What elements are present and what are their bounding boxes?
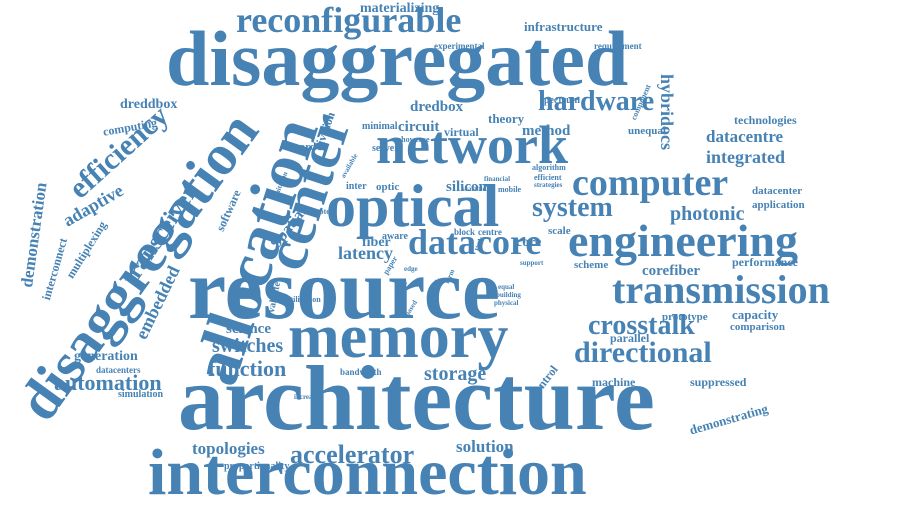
word-technologies: technologies <box>734 113 797 127</box>
word-aware: aware <box>382 231 408 242</box>
word-transmission: transmission <box>612 267 830 312</box>
word-infrastructure: infrastructure <box>524 19 603 34</box>
word-theory: theory <box>488 111 525 126</box>
word-corefiber: corefiber <box>642 263 701 279</box>
word-computer: computer <box>572 162 729 204</box>
word-memory: memory <box>288 303 509 371</box>
word-physical: physical <box>494 299 519 307</box>
word-simulation: simulation <box>118 389 164 400</box>
word-engineering: engineering <box>568 215 798 266</box>
word-science: science <box>226 321 271 337</box>
word-block: block <box>454 227 476 237</box>
word-silicon: silicon <box>446 179 487 195</box>
word-comparison: comparison <box>730 321 785 333</box>
word-inter: inter <box>346 181 367 192</box>
word-datacentre: datacentre <box>706 127 784 146</box>
word-scheme: scheme <box>574 259 609 271</box>
word-datacore: datacore <box>408 222 542 262</box>
word-datacenters: datacenters <box>96 365 141 375</box>
word-support: support <box>520 259 544 267</box>
word-switches: switches <box>212 335 284 357</box>
word-application: application <box>752 199 805 211</box>
word-topologies: topologies <box>192 439 265 458</box>
word-requirement: requirement <box>594 41 642 51</box>
word-centre: centre <box>478 227 502 237</box>
word-resource: resource <box>188 241 501 337</box>
word-core: core <box>516 235 542 250</box>
word-photonic: photonic <box>670 203 745 225</box>
word-method: method <box>522 123 571 139</box>
word-architecture: architecture <box>178 347 655 449</box>
word-function: function <box>208 356 287 381</box>
word-datacenter: datacenter <box>752 185 803 197</box>
word-directional: directional <box>574 336 712 369</box>
word-hybridocs: hybridocs <box>657 74 677 151</box>
word-materializing: materializing <box>360 1 440 16</box>
word-circuit: circuit <box>398 119 440 135</box>
word-virtual: virtual <box>444 125 479 139</box>
word-equal: equal <box>498 283 515 291</box>
word-algorithm: algorithm <box>532 163 566 172</box>
word-proportionality: proportionality <box>224 461 290 472</box>
word-optical: optical <box>326 173 500 239</box>
word-network: network <box>376 115 568 175</box>
word-accelerator: accelerator <box>290 440 415 469</box>
word-machine: machine <box>592 375 636 389</box>
word-bandwidth: bandwidth <box>340 367 382 377</box>
word-automation: automation <box>54 370 162 395</box>
word-unequal: unequal <box>628 125 666 137</box>
word-reconfigurable: reconfigurable <box>236 0 462 40</box>
word-fiber: fiber <box>362 235 391 250</box>
word-utilization: utilization <box>286 295 321 304</box>
word-showcase: showcase <box>398 135 430 144</box>
word-latency: latency <box>338 243 393 263</box>
word-financial: financial <box>484 175 511 183</box>
word-generation: generation <box>74 349 138 364</box>
word-capacity: capacity <box>732 307 779 322</box>
word-scalable: scalable <box>462 185 486 193</box>
word-edge: edge <box>404 265 418 273</box>
word-remote: remote <box>306 207 330 216</box>
word-storage: storage <box>424 363 487 385</box>
word-dreddbox: dreddbox <box>120 97 178 112</box>
word-board: board <box>288 141 317 153</box>
word-spectrum: spectrum <box>540 95 580 106</box>
word-increase: increase <box>294 393 319 401</box>
word-server: server <box>372 143 399 154</box>
word-efficient: efficient <box>534 173 562 182</box>
word-hardware: hardware <box>538 86 655 117</box>
word-system: system <box>532 192 613 223</box>
word-experimental: experimental <box>434 41 485 51</box>
word-parallel: parallel <box>610 331 650 345</box>
word-scale: scale <box>548 225 571 237</box>
word-building: building <box>496 291 521 299</box>
word-prototype: prototype <box>662 311 708 323</box>
word-optic: optic <box>376 181 400 193</box>
word-dredbox: dredbox <box>410 99 464 115</box>
word-strategies: strategies <box>534 181 563 189</box>
word-mobile: mobile <box>498 185 522 194</box>
word-suppressed: suppressed <box>690 375 747 389</box>
word-crosstalk: crosstalk <box>588 310 695 341</box>
word-disaggregated: disaggregated <box>166 15 629 102</box>
word-demonstrating: demonstrating <box>687 400 770 438</box>
word-performance: performance <box>732 255 798 269</box>
word-interconnection: interconnection <box>148 436 587 509</box>
word-solution: solution <box>456 437 514 456</box>
word-minimal: minimal <box>362 121 398 132</box>
word-integrated: integrated <box>706 147 785 167</box>
word-demonstration: demonstration <box>17 181 51 289</box>
